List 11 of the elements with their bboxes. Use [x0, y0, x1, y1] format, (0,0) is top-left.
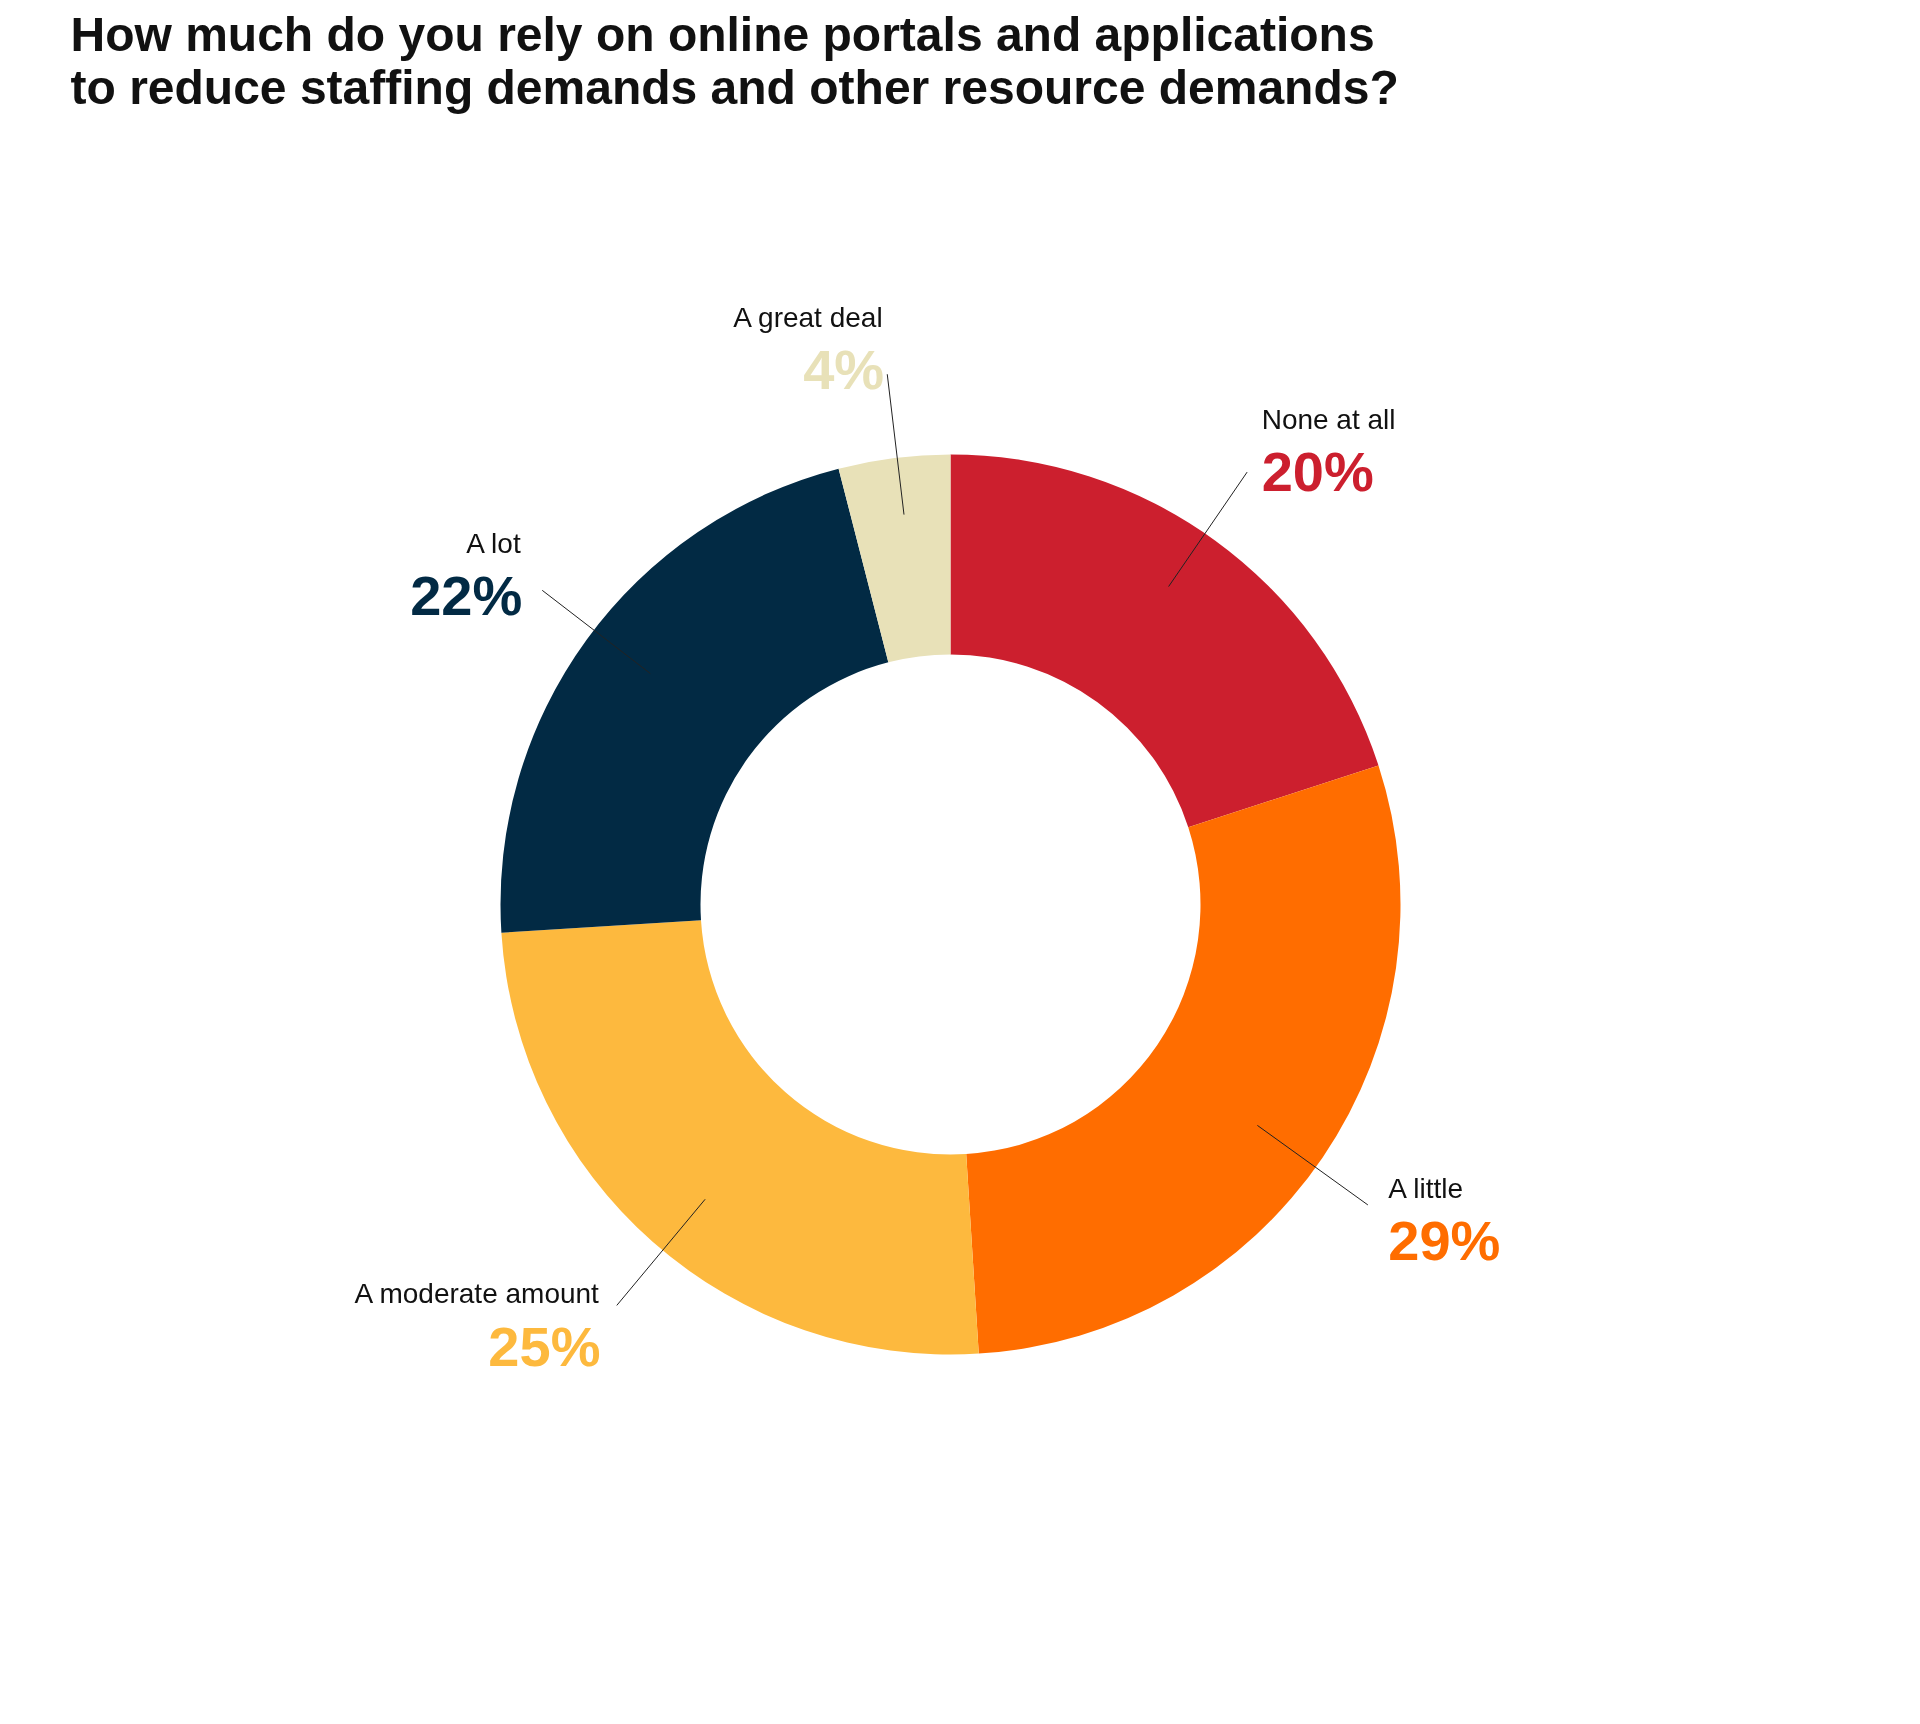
slice-label: A lot	[466, 528, 521, 560]
slice-label: A great deal	[733, 301, 883, 333]
slice-label: A moderate amount	[354, 1278, 600, 1310]
data-label: 25%	[488, 1314, 601, 1378]
data-label: 22%	[410, 564, 523, 628]
chart-title: How much do you rely on online portals and applications to reduce staffing demands and other resource demands?	[70, 7, 1399, 114]
data-label: 20%	[1261, 440, 1374, 504]
slice-label: A little	[1388, 1172, 1464, 1204]
data-label: 29%	[1388, 1209, 1501, 1273]
slice-label: None at all	[1261, 404, 1396, 436]
data-label: 4%	[803, 337, 885, 401]
